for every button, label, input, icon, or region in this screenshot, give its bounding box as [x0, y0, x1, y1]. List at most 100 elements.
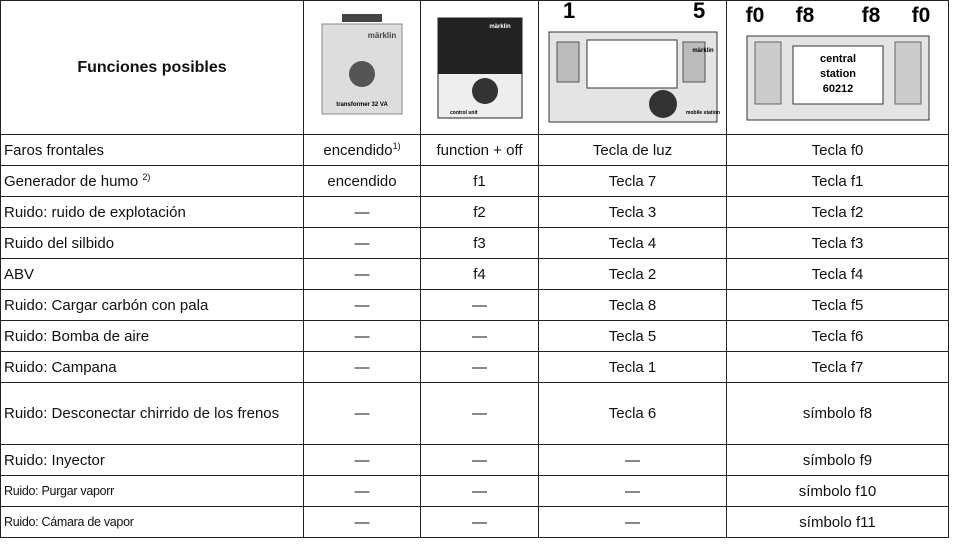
- function-name: Ruido: Purgar vaporr: [0, 475, 304, 507]
- function-key: Tecla 2: [538, 258, 727, 290]
- function-name: Generador de humo 2): [0, 165, 304, 197]
- cell-text: Generador de humo: [4, 173, 143, 190]
- control-unit-image: märklin control unit: [437, 17, 522, 118]
- function-name: Ruido: Bomba de aire: [0, 320, 304, 352]
- mobile-station-image: 1 5 märklin mobile station: [548, 2, 720, 122]
- callout: f8: [795, 4, 814, 27]
- transformer-image: märklin transformer 32 VA: [321, 13, 403, 114]
- table-row: Faros frontales encendido1) function + off…: [0, 134, 949, 166]
- function-key: function + off: [420, 134, 539, 166]
- device-cell: 1 5 märklin mobile station: [538, 0, 727, 135]
- callout: 5: [693, 2, 705, 23]
- knob: [349, 60, 375, 87]
- callout: f0: [745, 4, 764, 27]
- footnote-ref: 1): [392, 141, 401, 151]
- function-key: —: [420, 475, 539, 507]
- display: [792, 45, 883, 104]
- function-key: —: [303, 382, 421, 445]
- function-key: —: [303, 289, 421, 321]
- cell-text: encendido: [323, 142, 393, 159]
- left-keys: [754, 41, 781, 104]
- function-key: encendido1): [303, 134, 421, 166]
- device-label: transformer 32 VA: [336, 102, 388, 108]
- table-row: Ruido: Inyector — — — símbolo f9: [0, 444, 949, 476]
- function-key: Tecla 1: [538, 351, 727, 383]
- device-cell: f0 f8 f8 f0 central station 60212: [726, 0, 949, 135]
- function-key: Tecla de luz: [538, 134, 727, 166]
- table-row: Ruido: Cámara de vapor — — — símbolo f11: [0, 506, 949, 538]
- function-key: —: [420, 351, 539, 383]
- table-row: ABV — f4 Tecla 2 Tecla f4: [0, 258, 949, 290]
- right-keys: [894, 41, 921, 104]
- function-name: Ruido: ruido de explotación: [0, 196, 304, 228]
- function-name: Ruido: Desconectar chirrido de los freno…: [0, 382, 304, 445]
- function-key: f2: [420, 196, 539, 228]
- function-key: Tecla 4: [538, 227, 727, 259]
- central-station-image: f0 f8 f8 f0 central station 60212: [745, 4, 930, 120]
- function-name: Ruido: Cargar carbón con pala: [0, 289, 304, 321]
- function-name: Ruido: Campana: [0, 351, 304, 383]
- function-key: Tecla 8: [538, 289, 727, 321]
- table-row: Ruido: Cargar carbón con pala — — Tecla 8 Te…: [0, 289, 949, 321]
- device-label: station: [819, 68, 855, 80]
- callout: f0: [911, 4, 930, 27]
- callout: 1: [563, 2, 575, 23]
- function-key: —: [303, 444, 421, 476]
- function-key: —: [303, 351, 421, 383]
- keypad-panel: [437, 17, 522, 74]
- function-key: símbolo f9: [726, 444, 949, 476]
- table-row: Ruido: Desconectar chirrido de los freno…: [0, 382, 949, 445]
- function-key: encendido: [303, 165, 421, 197]
- table-row: Generador de humo 2) encendido f1 Tecla 7 Te…: [0, 165, 949, 197]
- right-keys: [682, 41, 705, 82]
- device-label: mobile station: [686, 110, 720, 116]
- function-key: —: [538, 444, 727, 476]
- function-key: —: [303, 475, 421, 507]
- table-row: Ruido: Campana — — Tecla 1 Tecla f7: [0, 351, 949, 383]
- function-key: —: [420, 506, 539, 538]
- device-label: control unit: [450, 110, 478, 116]
- left-keys: [556, 41, 579, 82]
- function-key: Tecla 6: [538, 382, 727, 445]
- function-key: f1: [420, 165, 539, 197]
- callout: f8: [861, 4, 880, 27]
- header-title: Funciones posibles: [0, 0, 304, 135]
- function-key: —: [303, 196, 421, 228]
- knob: [648, 89, 677, 118]
- function-key: Tecla f7: [726, 351, 949, 383]
- function-key: —: [420, 382, 539, 445]
- function-name: Ruido: Inyector: [0, 444, 304, 476]
- function-key: Tecla f3: [726, 227, 949, 259]
- function-name: Ruido del silbido: [0, 227, 304, 259]
- table-row: Ruido: Bomba de aire — — Tecla 5 Tecla f6: [0, 320, 949, 352]
- function-key: Tecla f2: [726, 196, 949, 228]
- function-key: —: [303, 320, 421, 352]
- function-name: Faros frontales: [0, 134, 304, 166]
- function-key: —: [420, 320, 539, 352]
- function-name: Ruido: Cámara de vapor: [0, 506, 304, 538]
- function-key: Tecla f4: [726, 258, 949, 290]
- device-cell: märklin transformer 32 VA: [303, 0, 421, 135]
- knob: [471, 77, 498, 104]
- function-key: símbolo f8: [726, 382, 949, 445]
- brand: märklin: [368, 31, 397, 40]
- function-key: —: [538, 506, 727, 538]
- header-row: Funciones posibles märklin transformer 3…: [0, 0, 949, 135]
- function-key: Tecla 7: [538, 165, 727, 197]
- function-key: símbolo f10: [726, 475, 949, 507]
- table-row: Ruido: Purgar vaporr — — — símbolo f10: [0, 475, 949, 507]
- function-key: —: [303, 506, 421, 538]
- function-key: —: [420, 289, 539, 321]
- function-key: —: [303, 227, 421, 259]
- function-key: —: [420, 444, 539, 476]
- function-key: símbolo f11: [726, 506, 949, 538]
- brand: märklin: [692, 48, 714, 54]
- footnote-ref: 2): [142, 172, 151, 182]
- terminals: [342, 13, 382, 22]
- function-key: f4: [420, 258, 539, 290]
- device-label: central: [819, 53, 855, 65]
- brand: märklin: [489, 24, 511, 30]
- function-key: Tecla f0: [726, 134, 949, 166]
- function-key: —: [538, 475, 727, 507]
